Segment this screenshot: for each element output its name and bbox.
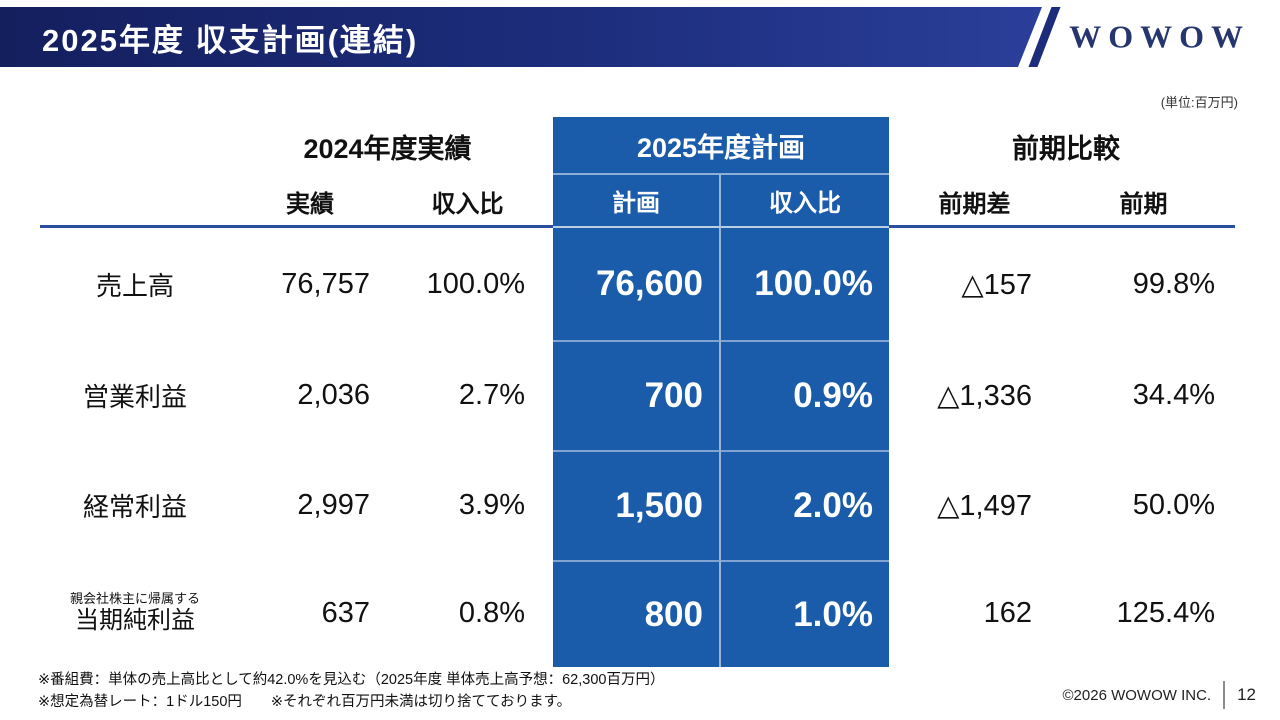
row-label-sales: 売上高 <box>95 270 174 301</box>
cell-net-2024-actual: 637 <box>321 597 370 629</box>
cell-sales-2025-ratio: 100.0% <box>721 228 889 340</box>
cell-operating-2024-actual: 2,036 <box>297 378 370 411</box>
cell-sales-2024-ratio: 100.0% <box>426 267 525 300</box>
cell-net-2024-ratio: 0.8% <box>458 597 525 629</box>
row-label-net-profit-note: 親会社株主に帰属する <box>69 591 200 607</box>
footer-divider <box>1223 681 1226 709</box>
cell-sales-2025-plan: 76,600 <box>553 228 721 340</box>
cell-operating-2025-ratio: 0.9% <box>721 340 889 450</box>
cell-sales-2024-actual: 76,757 <box>281 267 370 300</box>
subheader-prior-ratio: 前期 <box>1119 191 1168 218</box>
footnote-exchange-rate: ※想定為替レート：1ドル150円 ※それぞれ百万円未満は切り捨てております。 <box>38 693 572 710</box>
cell-ordinary-prior-diff: △1,497 <box>937 489 1032 522</box>
row-label-operating-profit: 営業利益 <box>82 381 187 412</box>
cell-net-prior-diff: 162 <box>983 597 1032 629</box>
cell-ordinary-2025-plan: 1,500 <box>553 450 721 560</box>
column-group-prior-comparison: 前期比較 <box>1012 133 1120 164</box>
footnote-program-cost: ※番組費：単体の売上高比として約42.0%を見込む（2025年度 単体売上高予想… <box>38 672 665 688</box>
cell-net-2025-ratio: 1.0% <box>721 560 889 667</box>
cell-sales-prior-ratio: 99.8% <box>1132 267 1215 300</box>
cell-sales-prior-diff: △157 <box>961 268 1032 301</box>
copyright-text: ©2026 WOWOW INC. <box>1062 686 1212 704</box>
wowow-logo: WOWOW <box>1069 18 1250 55</box>
subheader-plan: 計画 <box>553 175 721 228</box>
page-number: 12 <box>1237 685 1256 704</box>
cell-net-prior-ratio: 125.4% <box>1116 597 1215 629</box>
cell-operating-2025-plan: 700 <box>553 340 721 450</box>
cell-ordinary-2024-actual: 2,997 <box>297 488 370 521</box>
cell-operating-2024-ratio: 2.7% <box>458 378 525 411</box>
title-band: 2025年度 収支計画(連結) <box>0 7 1042 67</box>
header: 2025年度 収支計画(連結) WOWOW <box>0 7 1280 67</box>
cell-ordinary-prior-ratio: 50.0% <box>1132 488 1215 521</box>
column-group-2024-actual: 2024年度実績 <box>303 133 472 164</box>
cell-operating-prior-diff: △1,336 <box>937 379 1032 412</box>
subheader-actual: 実績 <box>286 191 334 218</box>
row-label-net-profit: 親会社株主に帰属する 当期純利益 <box>40 560 230 667</box>
footer: ©2026 WOWOW INC. 12 <box>1062 681 1256 709</box>
unit-note: (単位:百万円) <box>1160 95 1238 110</box>
cell-net-2025-plan: 800 <box>553 560 721 667</box>
row-label-ordinary-profit: 経常利益 <box>82 491 187 522</box>
cell-ordinary-2024-ratio: 3.9% <box>458 488 525 521</box>
financial-table: 2024年度実績 2025年度計画 前期比較 実績 収入比 計画 収入比 前期差… <box>40 117 1235 667</box>
cell-operating-prior-ratio: 34.4% <box>1132 378 1215 411</box>
page-title: 2025年度 収支計画(連結) <box>42 22 419 58</box>
subheader-2025-revenue-ratio: 収入比 <box>721 175 889 228</box>
subheader-2024-revenue-ratio: 収入比 <box>431 191 504 218</box>
footnotes: ※番組費：単体の売上高比として約42.0%を見込む（2025年度 単体売上高予想… <box>38 670 664 714</box>
column-group-2025-plan: 2025年度計画 <box>553 117 889 175</box>
cell-ordinary-2025-ratio: 2.0% <box>721 450 889 560</box>
subheader-prior-diff: 前期差 <box>938 191 1011 218</box>
row-label-net-profit-main: 当期純利益 <box>75 606 195 634</box>
